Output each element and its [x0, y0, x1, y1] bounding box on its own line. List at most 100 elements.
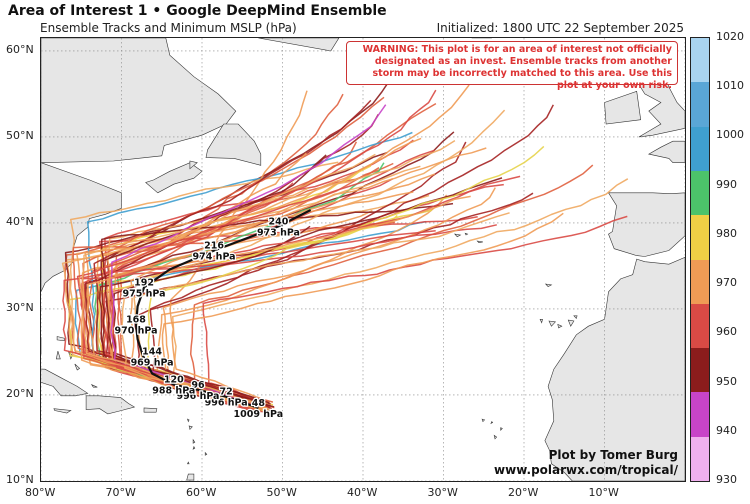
land-polygon — [192, 438, 196, 444]
lon-tick-label: 80°W — [25, 486, 56, 499]
land-polygon — [567, 319, 575, 327]
colorbar-tick-label: 930 — [716, 473, 737, 486]
ensemble-member-track — [86, 195, 471, 411]
track-mslp-label: 988 hPa — [152, 386, 195, 397]
lat-tick-label: 10°N — [6, 473, 34, 486]
land-polygon — [607, 192, 685, 257]
lon-tick-label: 40°W — [347, 486, 378, 499]
colorbar-segment — [691, 259, 709, 305]
land-polygon — [548, 320, 557, 327]
lat-tick-label: 30°N — [6, 300, 34, 314]
land-polygon — [90, 384, 98, 388]
colorbar-tick-label: 960 — [716, 325, 737, 339]
land-polygon — [41, 38, 122, 292]
colorbar-tick-label: 1020 — [716, 30, 744, 43]
lon-tick-label: 70°W — [105, 486, 136, 499]
lat-tick-label: 20°N — [6, 386, 34, 400]
land-polygon — [186, 418, 190, 423]
land-layer — [41, 38, 685, 481]
ensemble-member-track — [110, 183, 504, 413]
colorbar-segment — [691, 126, 709, 172]
land-polygon — [74, 363, 81, 371]
pressure-colorbar — [690, 37, 710, 482]
track-hour-label: 192 — [134, 277, 154, 288]
track-mslp-label: 996 hPa — [176, 391, 219, 402]
land-polygon — [187, 461, 190, 465]
colorbar-segment — [691, 38, 709, 83]
land-polygon — [500, 427, 503, 431]
track-hour-label: 120 — [164, 375, 184, 386]
land-polygon — [258, 38, 340, 52]
lon-tick-label: 50°W — [266, 486, 297, 499]
land-polygon — [604, 90, 642, 125]
track-mslp-label: 969 hPa — [131, 357, 174, 368]
land-polygon — [55, 351, 61, 360]
track-hour-label: 144 — [142, 346, 162, 357]
land-polygon — [476, 240, 483, 244]
land-polygon — [490, 421, 494, 425]
track-mslp-label: 974 hPa — [193, 251, 236, 262]
credit: Plot by Tomer Burg www.polarwx.com/tropi… — [494, 448, 678, 478]
track-hour-label: 240 — [269, 216, 289, 227]
land-polygon — [481, 418, 486, 423]
track-hour-label: 96 — [191, 380, 205, 391]
colorbar-tick-label: 950 — [716, 374, 737, 388]
land-polygon — [205, 123, 262, 166]
init-time: Initialized: 1800 UTC 22 September 2025 — [436, 21, 684, 35]
colorbar-segment — [691, 303, 709, 349]
track-mslp-label: 1009 hPa — [234, 409, 284, 420]
colorbar-segment — [691, 348, 709, 393]
colorbar-segment — [691, 436, 709, 482]
track-mslp-label: 975 hPa — [123, 288, 166, 299]
lon-tick-label: 60°W — [186, 486, 217, 499]
ensemble-member-track — [100, 154, 327, 408]
credit-url: www.polarwx.com/tropical/ — [494, 463, 678, 477]
colorbar-tick-label: 980 — [716, 226, 737, 240]
colorbar-tick-label: 970 — [716, 276, 737, 290]
colorbar-tick-label: 990 — [716, 177, 737, 191]
land-polygon — [557, 323, 563, 329]
ensemble-member-track — [76, 149, 435, 406]
chart-title: Area of Interest 1 • Google DeepMind Ens… — [8, 3, 387, 19]
colorbar-segment — [691, 82, 709, 128]
land-polygon — [143, 407, 158, 413]
land-polygon — [453, 233, 462, 238]
lat-tick-label: 60°N — [6, 42, 34, 56]
land-polygon — [544, 283, 553, 287]
colorbar-tick-label: 1010 — [716, 79, 744, 93]
ensemble-member-track — [110, 104, 387, 406]
land-polygon — [493, 434, 498, 440]
land-polygon — [192, 445, 196, 450]
land-polygon — [464, 232, 469, 236]
colorbar-segment — [691, 170, 709, 216]
lon-tick-label: 20°W — [508, 486, 539, 499]
track-mslp-label: 970 hPa — [114, 325, 157, 336]
ensemble-member-track — [112, 225, 311, 404]
ensemble-member-track — [169, 90, 308, 403]
warning-box: WARNING: This plot is for an area of int… — [346, 41, 678, 91]
mean-track-line — [134, 209, 312, 409]
colorbar-tick-label: 940 — [716, 423, 737, 437]
chart-subtitle: Ensemble Tracks and Minimum MSLP (hPa) — [40, 21, 297, 35]
track-mslp-label: 973 hPa — [257, 227, 300, 238]
land-polygon — [539, 319, 543, 324]
track-hour-label: 72 — [220, 387, 233, 398]
land-polygon — [204, 451, 208, 456]
lat-tick-label: 40°N — [6, 214, 34, 228]
lat-tick-label: 50°N — [6, 128, 34, 142]
land-polygon — [573, 315, 578, 319]
land-polygon — [41, 38, 237, 164]
land-polygon — [647, 140, 685, 163]
land-polygon — [41, 368, 89, 397]
colorbar-segment — [691, 215, 709, 260]
land-polygon — [53, 408, 72, 414]
track-mslp-label: 996 hPa — [205, 398, 248, 409]
land-polygon — [544, 256, 685, 481]
track-hour-label: 48 — [252, 398, 266, 409]
land-polygon — [186, 473, 195, 481]
lon-tick-label: 30°W — [427, 486, 458, 499]
colorbar-tick-label: 1000 — [716, 128, 744, 142]
ensemble-member-track — [120, 109, 506, 406]
